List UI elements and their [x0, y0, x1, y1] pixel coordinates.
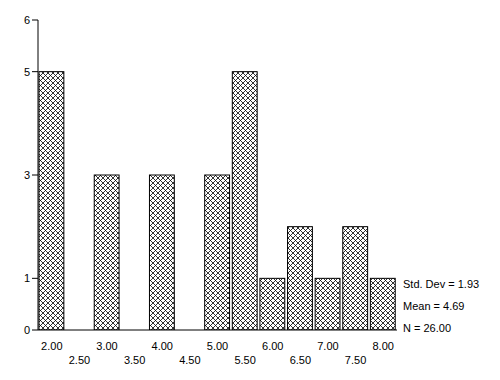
- svg-text:2.50: 2.50: [69, 354, 90, 366]
- svg-text:4.50: 4.50: [179, 354, 200, 366]
- html-text:N = 26.00: N = 26.00: [403, 322, 451, 334]
- svg-text:3: 3: [24, 169, 30, 181]
- svg-text:7.50: 7.50: [345, 354, 366, 366]
- html-text:Std. Dev = 1.93: Std. Dev = 1.93: [403, 278, 480, 290]
- svg-text:6.50: 6.50: [290, 354, 311, 366]
- svg-text:5.50: 5.50: [234, 354, 255, 366]
- svg-text:3.00: 3.00: [96, 340, 117, 352]
- svg-text:6.00: 6.00: [262, 340, 283, 352]
- svg-text:8.00: 8.00: [372, 340, 393, 352]
- svg-text:0: 0: [24, 324, 30, 336]
- svg-text:6: 6: [24, 14, 30, 26]
- svg-text:1: 1: [24, 272, 30, 284]
- svg-text:5: 5: [24, 66, 30, 78]
- svg-text:2.00: 2.00: [41, 340, 62, 352]
- html-text:Mean = 4.69: Mean = 4.69: [403, 300, 465, 312]
- svg-text:5.00: 5.00: [207, 340, 228, 352]
- svg-text:4.00: 4.00: [152, 340, 173, 352]
- svg-text:3.50: 3.50: [124, 354, 145, 366]
- svg-text:7.00: 7.00: [317, 340, 338, 352]
